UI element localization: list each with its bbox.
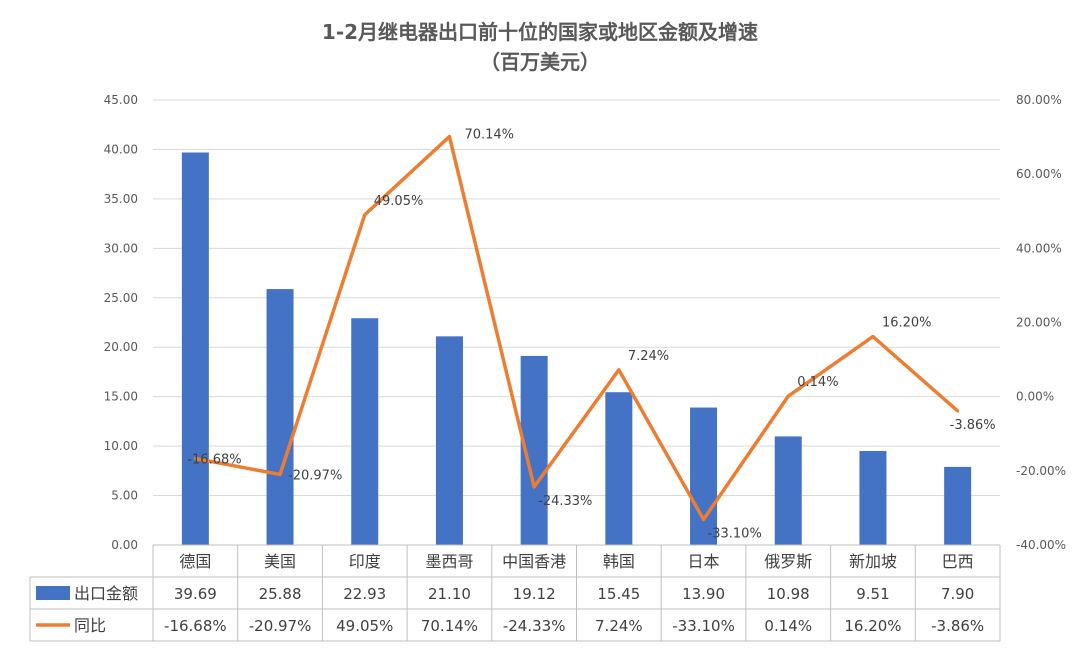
category-label: 巴西 — [942, 552, 974, 571]
table-line-value: -16.68% — [164, 617, 227, 635]
table-bar-value: 22.93 — [343, 585, 386, 603]
line-point — [278, 472, 282, 476]
left-tick-label: 0.00 — [111, 538, 138, 552]
line-point — [363, 213, 367, 217]
table-line-value: -33.10% — [672, 617, 735, 635]
line-series — [195, 134, 959, 522]
line-point — [956, 409, 960, 413]
legend-label-line: 同比 — [74, 616, 106, 635]
bar — [944, 466, 972, 545]
line-data-label: 7.24% — [628, 349, 669, 364]
category-label: 中国香港 — [502, 552, 566, 571]
table-line-value: 16.20% — [844, 617, 901, 635]
left-tick-label: 10.00 — [104, 439, 138, 453]
table-line-value: 70.14% — [421, 617, 478, 635]
table-bar-value: 15.45 — [597, 585, 640, 603]
line-data-label: 16.20% — [882, 316, 932, 331]
category-label: 德国 — [179, 552, 211, 571]
left-tick-label: 45.00 — [104, 93, 138, 107]
right-tick-label: 80.00% — [1016, 93, 1062, 107]
bar — [181, 152, 209, 545]
bar — [859, 450, 887, 545]
table-line-value: -3.86% — [931, 617, 984, 635]
legend-key-bar — [36, 586, 70, 600]
table-bar-value: 25.88 — [259, 585, 302, 603]
right-tick-label: -40.00% — [1016, 538, 1066, 552]
bar — [690, 407, 718, 545]
left-tick-label: 25.00 — [104, 291, 138, 305]
left-tick-label: 35.00 — [104, 192, 138, 206]
line-data-label: -3.86% — [950, 418, 996, 433]
table-bar-value: 13.90 — [682, 585, 725, 603]
table-line-value: -20.97% — [249, 617, 312, 635]
line-point — [702, 517, 706, 521]
table-bar-value: 10.98 — [767, 585, 810, 603]
line-point — [871, 335, 875, 339]
line-point — [447, 135, 451, 139]
category-label: 韩国 — [603, 552, 635, 571]
line-point — [532, 485, 536, 489]
bar — [266, 289, 294, 545]
category-label: 俄罗斯 — [764, 552, 812, 571]
table-bar-value: 39.69 — [174, 585, 217, 603]
left-tick-label: 40.00 — [104, 142, 138, 156]
category-label: 新加坡 — [849, 552, 897, 571]
category-label: 墨西哥 — [425, 552, 473, 571]
table-line-value: 49.05% — [336, 617, 393, 635]
chart-subtitle: （百万美元） — [480, 50, 600, 74]
table-line-value: -24.33% — [503, 617, 566, 635]
legend-label-bar: 出口金额 — [74, 584, 138, 603]
line-data-label: 49.05% — [374, 194, 424, 209]
table-bar-value: 7.90 — [941, 585, 974, 603]
left-tick-label: 15.00 — [104, 390, 138, 404]
line-point — [617, 368, 621, 372]
right-tick-label: 40.00% — [1016, 241, 1062, 255]
bar — [435, 336, 463, 545]
bar — [774, 436, 802, 545]
table-bar-value: 9.51 — [856, 585, 889, 603]
line-data-label: -16.68% — [187, 453, 241, 468]
category-label: 美国 — [264, 552, 296, 571]
line-data-label: -33.10% — [708, 526, 762, 541]
table-line-value: 0.14% — [764, 617, 812, 635]
chart-title: 1-2月继电器出口前十位的国家或地区金额及增速 — [321, 20, 759, 44]
right-tick-label: 60.00% — [1016, 167, 1062, 181]
table-bar-value: 21.10 — [428, 585, 471, 603]
bar — [605, 392, 633, 545]
left-tick-label: 20.00 — [104, 340, 138, 354]
line-data-label: -24.33% — [538, 494, 592, 509]
line-data-label: -20.97% — [288, 468, 342, 483]
left-tick-label: 5.00 — [111, 489, 138, 503]
table-line-value: 7.24% — [595, 617, 643, 635]
table-bar-value: 19.12 — [513, 585, 556, 603]
bar — [351, 318, 379, 545]
line-data-label: 70.14% — [464, 128, 514, 143]
line-point — [786, 394, 790, 398]
left-tick-label: 30.00 — [104, 241, 138, 255]
right-tick-label: 0.00% — [1016, 390, 1054, 404]
category-label: 印度 — [349, 552, 381, 571]
category-label: 日本 — [688, 552, 720, 571]
line-point — [193, 457, 197, 461]
right-tick-label: -20.00% — [1016, 464, 1066, 478]
right-tick-label: 20.00% — [1016, 316, 1062, 330]
line-data-label: 0.14% — [797, 375, 838, 390]
